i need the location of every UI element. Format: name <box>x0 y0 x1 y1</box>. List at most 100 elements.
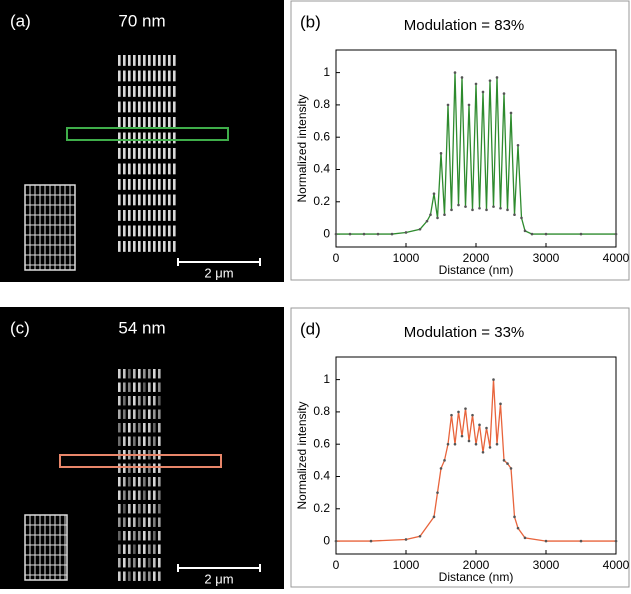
grating-line <box>148 571 151 581</box>
grating-line <box>148 369 151 379</box>
grating-line <box>158 544 161 554</box>
grating-line <box>138 179 141 190</box>
grating-line <box>163 225 166 237</box>
grating-line <box>133 504 136 514</box>
x-tick-label: 3000 <box>533 251 560 265</box>
image-title: 54 nm <box>118 318 165 337</box>
data-point <box>348 232 352 236</box>
data-point <box>492 205 495 208</box>
grating-line <box>133 70 136 82</box>
data-point <box>474 442 478 446</box>
grating-line <box>138 558 141 568</box>
grating-line <box>168 179 171 190</box>
grating-line <box>138 86 141 97</box>
grating-line <box>158 225 161 237</box>
grating-line <box>133 369 136 379</box>
grating-line <box>123 194 126 206</box>
grating-line <box>128 531 131 541</box>
grating-line <box>138 382 141 392</box>
grating-line <box>128 55 131 66</box>
y-tick-label: 0.2 <box>313 194 330 208</box>
grating-line <box>158 101 161 113</box>
grating-line <box>118 163 121 175</box>
grating-line <box>138 369 141 379</box>
grating-line <box>118 544 121 554</box>
grating-line <box>143 504 146 514</box>
grating-line <box>133 148 136 159</box>
grating-line <box>128 86 131 97</box>
grating-line <box>148 194 151 206</box>
grating-line <box>138 55 141 66</box>
data-point <box>450 413 453 417</box>
grating-line <box>143 101 146 113</box>
x-tick-label: 1000 <box>393 558 420 572</box>
grating-line <box>158 436 161 446</box>
grating-line <box>158 423 161 433</box>
data-point <box>530 232 534 236</box>
grating-line <box>133 163 136 175</box>
grating-line <box>143 463 146 473</box>
grating-line <box>143 194 146 206</box>
grating-line <box>148 86 151 97</box>
grating-line <box>118 369 121 379</box>
grating-line <box>163 70 166 82</box>
grating-line <box>128 101 131 113</box>
grating-line <box>148 132 151 144</box>
data-point <box>432 192 436 196</box>
data-point <box>495 442 499 446</box>
grating-line <box>128 369 131 379</box>
data-point <box>509 467 513 470</box>
image-title: 70 nm <box>118 11 165 30</box>
x-tick-label: 4000 <box>603 251 630 265</box>
panel-frame <box>290 307 630 588</box>
grating-line <box>118 86 121 97</box>
grating-line <box>163 117 166 128</box>
grating-line <box>153 163 156 175</box>
grating-line <box>118 490 121 500</box>
grating-line <box>143 531 146 541</box>
data-point <box>369 539 373 543</box>
data-point <box>516 143 520 147</box>
grating-line <box>133 101 136 113</box>
grating-line <box>148 409 151 419</box>
grating-line <box>118 409 121 419</box>
grating-line <box>123 531 126 541</box>
grating-line <box>118 517 121 527</box>
grating-line <box>123 86 126 97</box>
data-point <box>443 213 446 217</box>
data-point <box>334 232 338 236</box>
grating-line <box>143 558 146 568</box>
y-tick-label: 0.4 <box>313 469 330 483</box>
grating-line <box>118 477 121 487</box>
grating-line <box>153 132 156 144</box>
grating-line <box>153 544 156 554</box>
grating-line <box>118 225 121 237</box>
data-point <box>499 402 502 406</box>
data-point <box>488 79 492 82</box>
grating-line <box>133 132 136 144</box>
grating-line <box>118 132 121 144</box>
data-point <box>436 491 439 494</box>
data-point <box>443 459 446 462</box>
grating-line <box>173 132 176 144</box>
grating-line <box>168 225 171 237</box>
grating-line <box>148 70 151 82</box>
grating-line <box>158 490 161 500</box>
panel-label: (c) <box>10 318 30 337</box>
chart-title: Modulation = 33% <box>404 324 525 341</box>
grating-line <box>143 490 146 500</box>
grating-line <box>143 70 146 82</box>
grating-line <box>118 55 121 66</box>
grating-line <box>168 163 171 175</box>
grating-line <box>158 241 161 252</box>
chart-title: Modulation = 83% <box>404 17 525 34</box>
grating-line <box>123 490 126 500</box>
grating-line <box>143 409 146 419</box>
grating-line <box>123 436 126 446</box>
data-point <box>506 208 509 212</box>
grating-line <box>123 544 126 554</box>
data-point <box>432 515 436 519</box>
grating-line <box>148 163 151 175</box>
y-tick-label: 0.6 <box>313 129 330 143</box>
grating-line <box>128 463 131 473</box>
